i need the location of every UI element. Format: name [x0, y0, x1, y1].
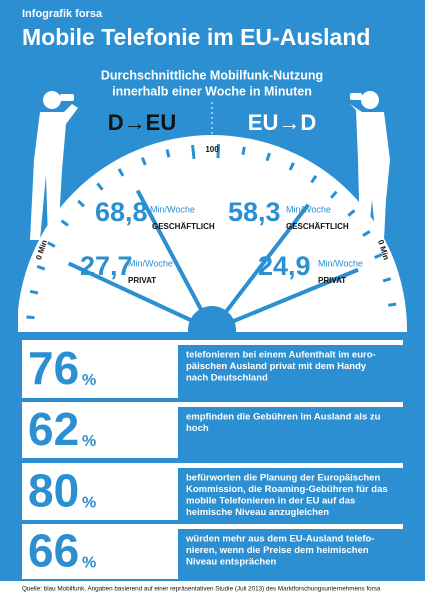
scale-max: 100: [205, 145, 219, 154]
stat-number: 80: [28, 465, 79, 517]
stat-unit: %: [82, 372, 96, 389]
stat-text: Niveau entsprächen: [186, 557, 276, 568]
reading-value: 68,8: [95, 197, 148, 227]
stat-text: empfinden die Gebühren im Ausland als zu: [186, 412, 381, 423]
stat-number: 62: [28, 403, 79, 455]
stat-unit: %: [82, 555, 96, 572]
subtitle: innerhalb einer Woche in Minuten: [112, 84, 312, 98]
reading-unit: Min/Woche: [128, 258, 173, 268]
stat-unit: %: [82, 433, 96, 450]
stat-text: nach Deutschland: [186, 373, 268, 384]
reading-value: 58,3: [228, 197, 281, 227]
reading-value: 27,7: [80, 251, 133, 281]
reading-value: 24,9: [258, 251, 311, 281]
stat-number: 76: [28, 342, 79, 394]
reading-category: PRIVAT: [128, 276, 156, 285]
stat-text: befürworten die Planung der Europäischen: [186, 473, 380, 484]
gauge-tick: [30, 291, 38, 293]
stat-text: päischen Ausland privat mit dem Handy: [186, 361, 367, 372]
direction-left: D→EU: [108, 110, 176, 135]
footer: Quelle: blau Mobilfunk, Angaben basieren…: [22, 586, 381, 593]
stat-unit: %: [82, 495, 96, 512]
gauge-tick: [26, 317, 34, 318]
gauge-tick: [243, 147, 244, 155]
reading-category: PRIVAT: [318, 276, 346, 285]
gauge-tick: [167, 150, 169, 158]
stat-text: Kommission, die Roaming-Gebühren für das: [186, 484, 388, 495]
reading-category: GESCHÄFTLICH: [286, 222, 349, 231]
title: Mobile Telefonie im EU-Ausland: [22, 24, 370, 50]
reading-unit: Min/Woche: [318, 258, 363, 268]
stat-text: mobile Telefonieren in der EU auf das: [186, 496, 355, 507]
reading-unit: Min/Woche: [286, 204, 331, 214]
stat-bar: [178, 463, 403, 468]
reading-unit: Min/Woche: [150, 204, 195, 214]
stat-text: hoch: [186, 423, 209, 434]
stat-text: würden mehr aus dem EU-Ausland telefo-: [185, 534, 374, 545]
reading-category: GESCHÄFTLICH: [152, 222, 215, 231]
stat-text: heimische Niveau anzugleichen: [186, 507, 329, 518]
stat-bar: [178, 524, 403, 529]
gauge-tick: [388, 304, 396, 305]
stat-text: telefonieren bei einem Aufenthalt im eur…: [186, 350, 376, 361]
gauge-tick: [193, 145, 194, 159]
stat-bar: [178, 340, 403, 345]
stat-text: nieren, wenn die Preise dem heimischen: [186, 545, 369, 556]
direction-right: EU→D: [248, 110, 316, 135]
gauge-tick: [383, 279, 391, 281]
subtitle: Durchschnittliche Mobilfunk-Nutzung: [101, 68, 323, 82]
stat-number: 66: [28, 525, 79, 577]
kicker: Infografik forsa: [22, 8, 103, 20]
stat-bar: [178, 402, 403, 407]
